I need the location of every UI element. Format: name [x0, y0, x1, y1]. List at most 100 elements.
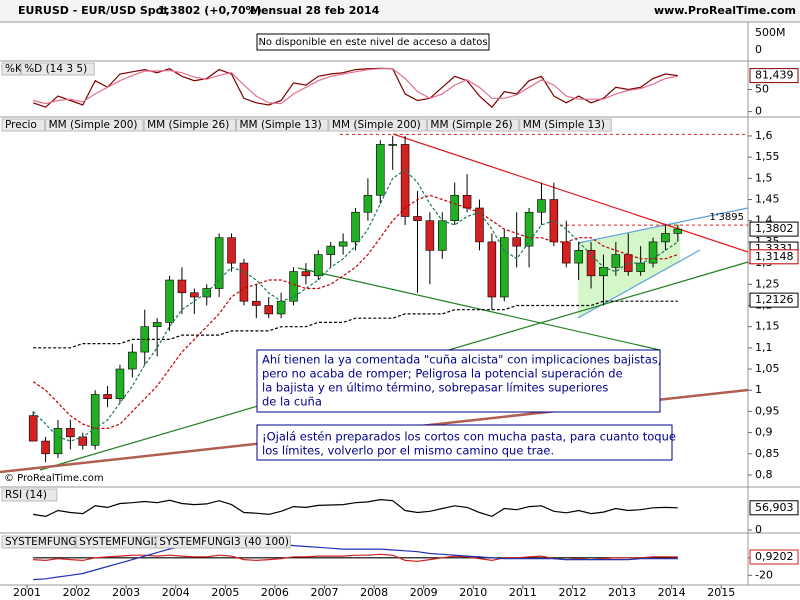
series-line	[33, 68, 678, 105]
y-tick-label: 0,9	[755, 426, 773, 439]
candle-body	[338, 241, 348, 247]
candle-body	[611, 254, 621, 268]
plot	[32, 67, 678, 109]
price-label: 1,3802	[755, 222, 794, 235]
x-tick-label: 2011	[509, 586, 537, 599]
header-bar	[0, 0, 800, 22]
candle-body	[276, 300, 286, 315]
series-line	[32, 67, 678, 109]
x-tick-label: 2001	[13, 586, 41, 599]
legend-entry: MM (Simple 200)	[332, 119, 421, 131]
x-tick-label: 2015	[707, 586, 735, 599]
candle-body	[301, 271, 311, 277]
candle-body	[450, 194, 459, 222]
legend-chip	[328, 118, 427, 132]
wedge-lower	[577, 249, 701, 319]
candle-body	[599, 267, 608, 277]
x-tick-label: 2012	[558, 586, 586, 599]
y-tick-label: 1,15	[755, 320, 780, 333]
legend-chip	[519, 118, 612, 132]
candle-body	[227, 237, 236, 264]
legend-chip	[75, 535, 156, 549]
series-line	[33, 498, 678, 518]
x-tick-label: 2008	[360, 586, 388, 599]
x-tick-label: 2004	[162, 586, 190, 599]
y-tick-label: -20	[755, 568, 773, 581]
last-value-box	[749, 500, 799, 516]
legend-entry: SYSTEMFUNGI3 (40 100)	[159, 536, 289, 548]
note-box	[256, 349, 661, 413]
legend-entry: SYSTEMFUNGI	[5, 536, 80, 548]
legend-entry: MM (Simple 13)	[523, 119, 605, 131]
quote: 1,3802 (+0,70%)	[158, 4, 262, 17]
candle-body	[239, 262, 249, 302]
x-tick-label: 2006	[261, 586, 289, 599]
site: www.ProRealTime.com	[654, 4, 796, 17]
candle-body	[586, 250, 596, 277]
note-line: de la cuña	[262, 395, 322, 409]
notice-box	[256, 33, 490, 51]
legend-entry: MM (Simple 200)	[49, 119, 138, 131]
candle-body	[462, 194, 472, 209]
y-tick-label: 1,05	[755, 362, 780, 375]
candle-body	[90, 394, 100, 446]
legend-entry: %K	[5, 63, 23, 75]
legend-chip	[143, 118, 237, 132]
candle-body	[363, 194, 373, 213]
candle-body	[636, 262, 645, 272]
candle-body	[214, 237, 224, 289]
note-line: Ahí tienen la ya comentada "cuña alcista…	[262, 353, 661, 367]
note-line: ¡Ojalá estén preparados los cortos con m…	[262, 430, 676, 444]
plot	[33, 538, 678, 581]
resistance-line	[392, 133, 749, 253]
candle-body	[66, 428, 75, 438]
candle-body	[165, 279, 174, 323]
candle-body	[524, 211, 534, 247]
candle-body	[53, 428, 63, 455]
legend-chip	[426, 118, 520, 132]
price-label-box	[749, 249, 799, 265]
trend-line	[297, 267, 661, 351]
y-tick-label: 0	[755, 523, 762, 536]
x-tick-label: 2003	[112, 586, 140, 599]
legend-chip	[155, 535, 291, 549]
series-line	[32, 194, 678, 429]
volume-label: 0	[755, 43, 762, 56]
candle-body	[376, 144, 385, 196]
candle-body	[152, 322, 162, 327]
legend-entry: MM (Simple 26)	[430, 119, 512, 131]
candle-body	[326, 245, 335, 255]
copyright: © ProRealTime.com	[4, 473, 104, 484]
y-tick-label: 1	[755, 383, 762, 396]
last-value-label: 0,9202	[755, 550, 794, 563]
candle-body	[78, 436, 88, 446]
panel-frames	[0, 21, 800, 586]
volume-label: 500M	[755, 26, 786, 39]
candle-body	[648, 241, 658, 264]
legend-entry: MM (Simple 13)	[240, 119, 322, 131]
candle-body	[252, 300, 261, 306]
x-tick-label: 2010	[459, 586, 487, 599]
y-tick-label: 0,8	[755, 468, 773, 481]
x-tick-label: 2009	[410, 586, 438, 599]
y-tick-label: 0,85	[755, 447, 780, 460]
candle-body	[487, 241, 497, 298]
y-tick-label: 1,1	[755, 341, 773, 354]
y-tick-label: 0,95	[755, 404, 780, 417]
y-tick-label: 1,45	[755, 193, 780, 206]
candle-body	[264, 305, 273, 315]
candle-body	[103, 394, 112, 399]
x-tick-label: 2002	[63, 586, 91, 599]
price-label-box	[749, 292, 799, 308]
period: Mensual 28 feb 2014	[250, 4, 380, 17]
candle-body	[28, 415, 38, 442]
legend-chip	[236, 118, 329, 132]
candle-body	[388, 144, 397, 146]
plot	[33, 498, 678, 518]
y-tick-label: 1,5	[755, 171, 773, 184]
legend-chip	[45, 118, 144, 132]
candle-body	[574, 250, 583, 264]
legend-entry: MM (Simple 26)	[147, 119, 229, 131]
legend-chip	[1, 62, 21, 76]
